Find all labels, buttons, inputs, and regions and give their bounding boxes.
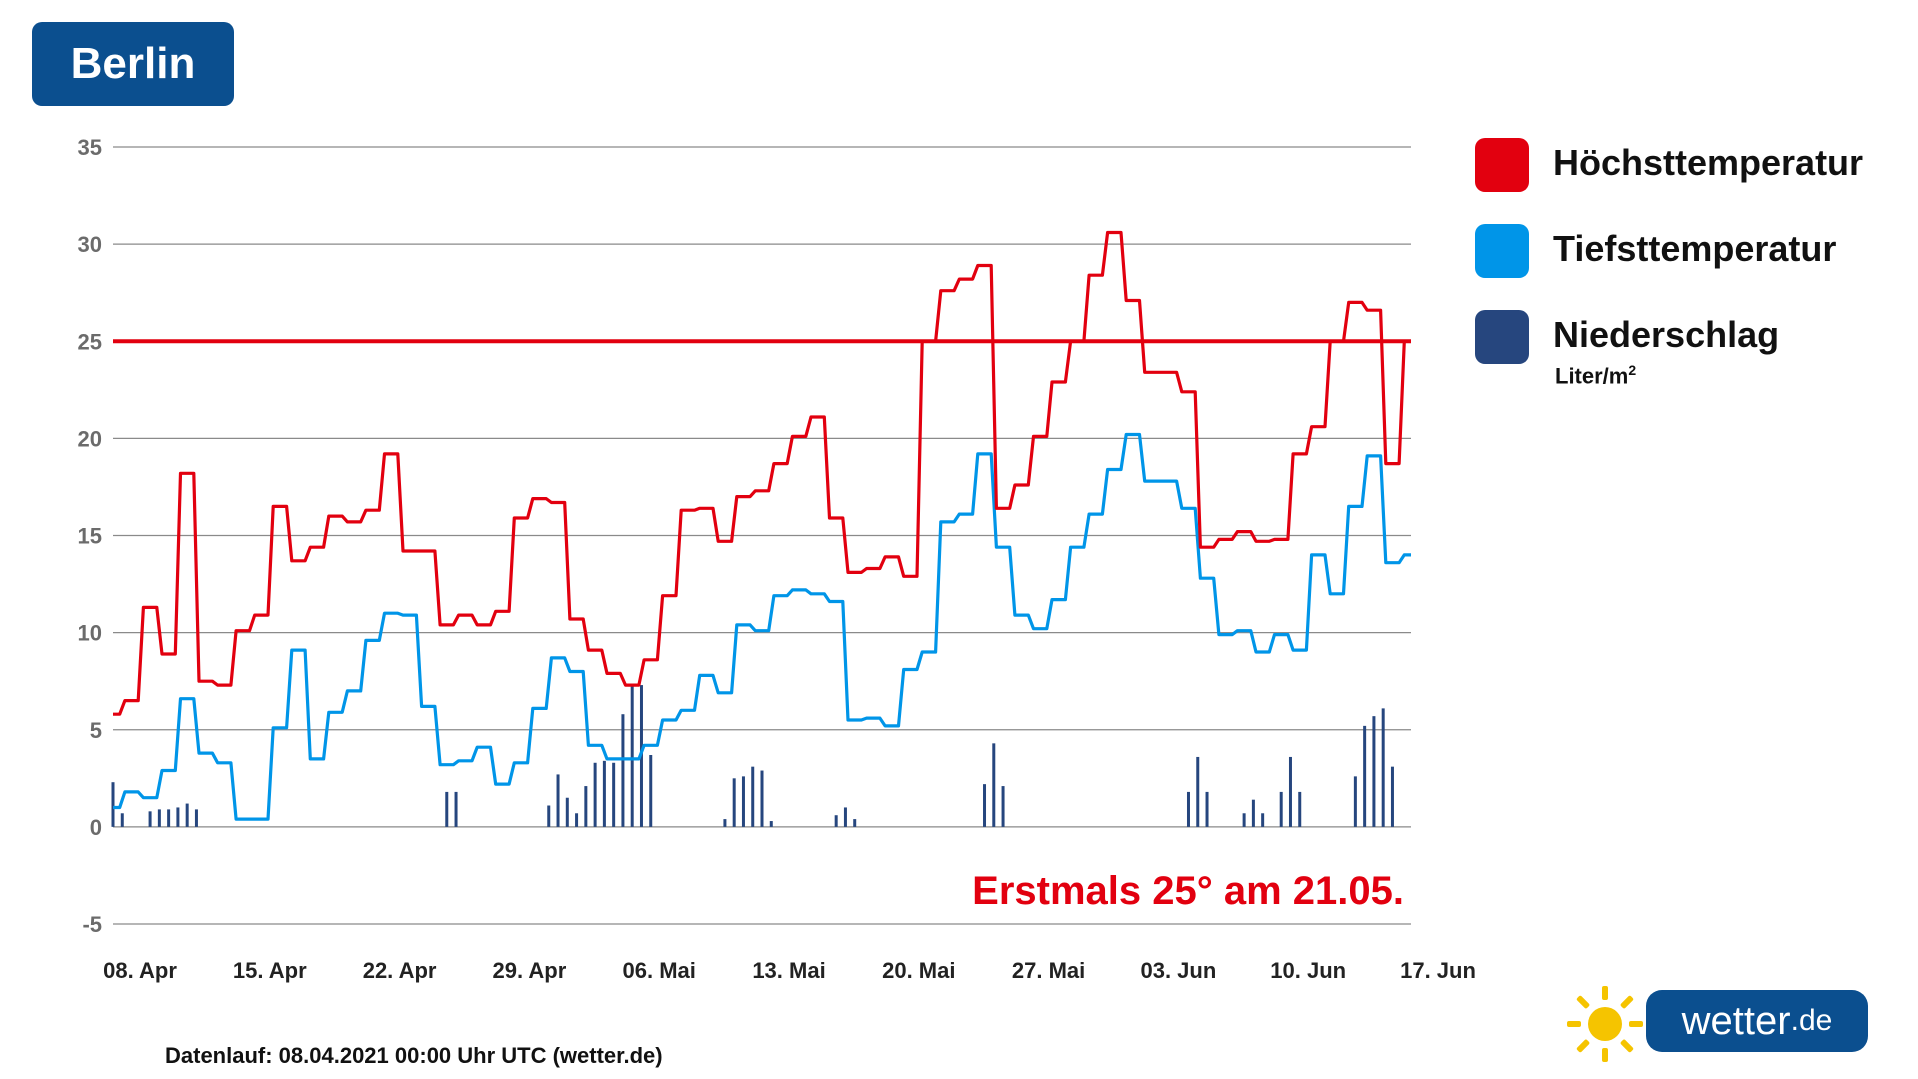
- low-temperature-line: [113, 432, 1411, 821]
- precipitation-bar: [1279, 791, 1283, 827]
- precipitation-bar: [1381, 708, 1385, 827]
- y-tick-label: 30: [78, 232, 102, 257]
- temperature-lines: [113, 230, 1411, 821]
- precipitation-bar: [1001, 786, 1005, 827]
- precipitation-bar: [769, 821, 773, 827]
- y-tick-label: 5: [90, 718, 102, 743]
- legend-swatch-high: [1475, 138, 1529, 192]
- precipitation-bar: [751, 766, 755, 827]
- brand-logo-suffix: .de: [1790, 1004, 1833, 1037]
- legend-unit-precip: Liter/m2: [1555, 362, 1636, 389]
- precipitation-bar: [1288, 756, 1292, 827]
- precipitation-bar: [556, 774, 560, 827]
- high-temperature-line: [113, 230, 1411, 716]
- precipitation-bar: [1298, 791, 1302, 827]
- precipitation-bar: [584, 786, 588, 827]
- precipitation-bar: [1196, 756, 1200, 827]
- precipitation-bar: [723, 819, 727, 827]
- annotation-text: Erstmals 25° am 21.05.: [972, 869, 1404, 913]
- x-tick-label: 13. Mai: [752, 958, 825, 983]
- precipitation-bar: [612, 762, 616, 827]
- precipitation-bar: [1363, 725, 1367, 827]
- precipitation-bar: [1390, 766, 1394, 827]
- precipitation-bar: [593, 762, 597, 827]
- legend-swatch-precip: [1475, 310, 1529, 364]
- precipitation-bar: [1261, 813, 1265, 827]
- precipitation-bar: [741, 776, 745, 827]
- y-tick-label: 10: [78, 621, 102, 646]
- data-run-note: Datenlauf: 08.04.2021 00:00 Uhr UTC (wet…: [165, 1043, 663, 1068]
- precipitation-bar: [843, 807, 847, 827]
- precipitation-bar: [760, 770, 764, 827]
- precipitation-bars: [111, 685, 1394, 827]
- precipitation-bar: [621, 714, 625, 827]
- y-tick-label: -5: [82, 912, 102, 937]
- precipitation-bar: [176, 807, 180, 827]
- precipitation-bar: [1205, 791, 1209, 827]
- legend-label-low: Tiefsttemperatur: [1553, 228, 1837, 269]
- precipitation-bar: [732, 778, 736, 827]
- brand-logo-text: wetter: [1681, 998, 1791, 1043]
- precipitation-bar: [454, 791, 458, 827]
- precipitation-bar: [194, 809, 198, 827]
- brand-logo: wetter .de: [1646, 990, 1868, 1052]
- precipitation-bar: [834, 815, 838, 827]
- x-tick-label: 17. Jun: [1400, 958, 1476, 983]
- precipitation-bar: [1372, 716, 1376, 827]
- y-tick-label: 0: [90, 815, 102, 840]
- x-tick-label: 10. Jun: [1270, 958, 1346, 983]
- x-tick-label: 06. Mai: [623, 958, 696, 983]
- precipitation-bar: [602, 760, 606, 827]
- precipitation-bar: [630, 685, 634, 827]
- precipitation-bar: [1186, 791, 1190, 827]
- precipitation-bar: [445, 791, 449, 827]
- precipitation-bar: [111, 782, 115, 827]
- x-tick-label: 08. Apr: [103, 958, 177, 983]
- precipitation-bar: [185, 803, 189, 827]
- precipitation-bar: [1242, 813, 1246, 827]
- precipitation-bar: [575, 813, 579, 827]
- precipitation-bar: [1251, 799, 1255, 827]
- legend-swatch-low: [1475, 224, 1529, 278]
- legend-unit-sup: 2: [1628, 362, 1637, 378]
- precipitation-bar: [1353, 776, 1357, 827]
- precipitation-bar: [853, 819, 857, 827]
- y-tick-labels: -5 0 5 10 15 20 25 30 35: [78, 135, 102, 937]
- legend-label-high: Höchsttemperatur: [1553, 142, 1864, 183]
- legend-label-precip: Niederschlag: [1553, 314, 1780, 355]
- x-tick-label: 03. Jun: [1140, 958, 1216, 983]
- precipitation-bar: [157, 809, 161, 827]
- legend-unit-text: Liter/m: [1555, 363, 1629, 389]
- precipitation-bar: [992, 743, 996, 827]
- chart-title-badge: Berlin: [32, 22, 234, 106]
- x-tick-label: 27. Mai: [1012, 958, 1085, 983]
- x-tick-labels: 08. Apr 15. Apr 22. Apr 29. Apr 06. Mai 13. M…: [103, 958, 1476, 983]
- y-tick-label: 35: [78, 135, 102, 160]
- x-tick-label: 15. Apr: [233, 958, 307, 983]
- precipitation-bar: [565, 797, 569, 827]
- precipitation-bar: [167, 809, 171, 827]
- precipitation-bar: [547, 805, 551, 827]
- y-tick-label: 15: [78, 524, 102, 549]
- sun-icon: [1567, 986, 1643, 1062]
- x-tick-label: 22. Apr: [363, 958, 437, 983]
- y-tick-label: 25: [78, 329, 102, 354]
- x-tick-label: 29. Apr: [493, 958, 567, 983]
- precipitation-bar: [983, 784, 987, 827]
- y-tick-label: 20: [78, 426, 102, 451]
- x-tick-label: 20. Mai: [882, 958, 955, 983]
- precipitation-bar: [120, 813, 124, 827]
- precipitation-bar: [649, 755, 653, 827]
- precipitation-bar: [148, 811, 152, 827]
